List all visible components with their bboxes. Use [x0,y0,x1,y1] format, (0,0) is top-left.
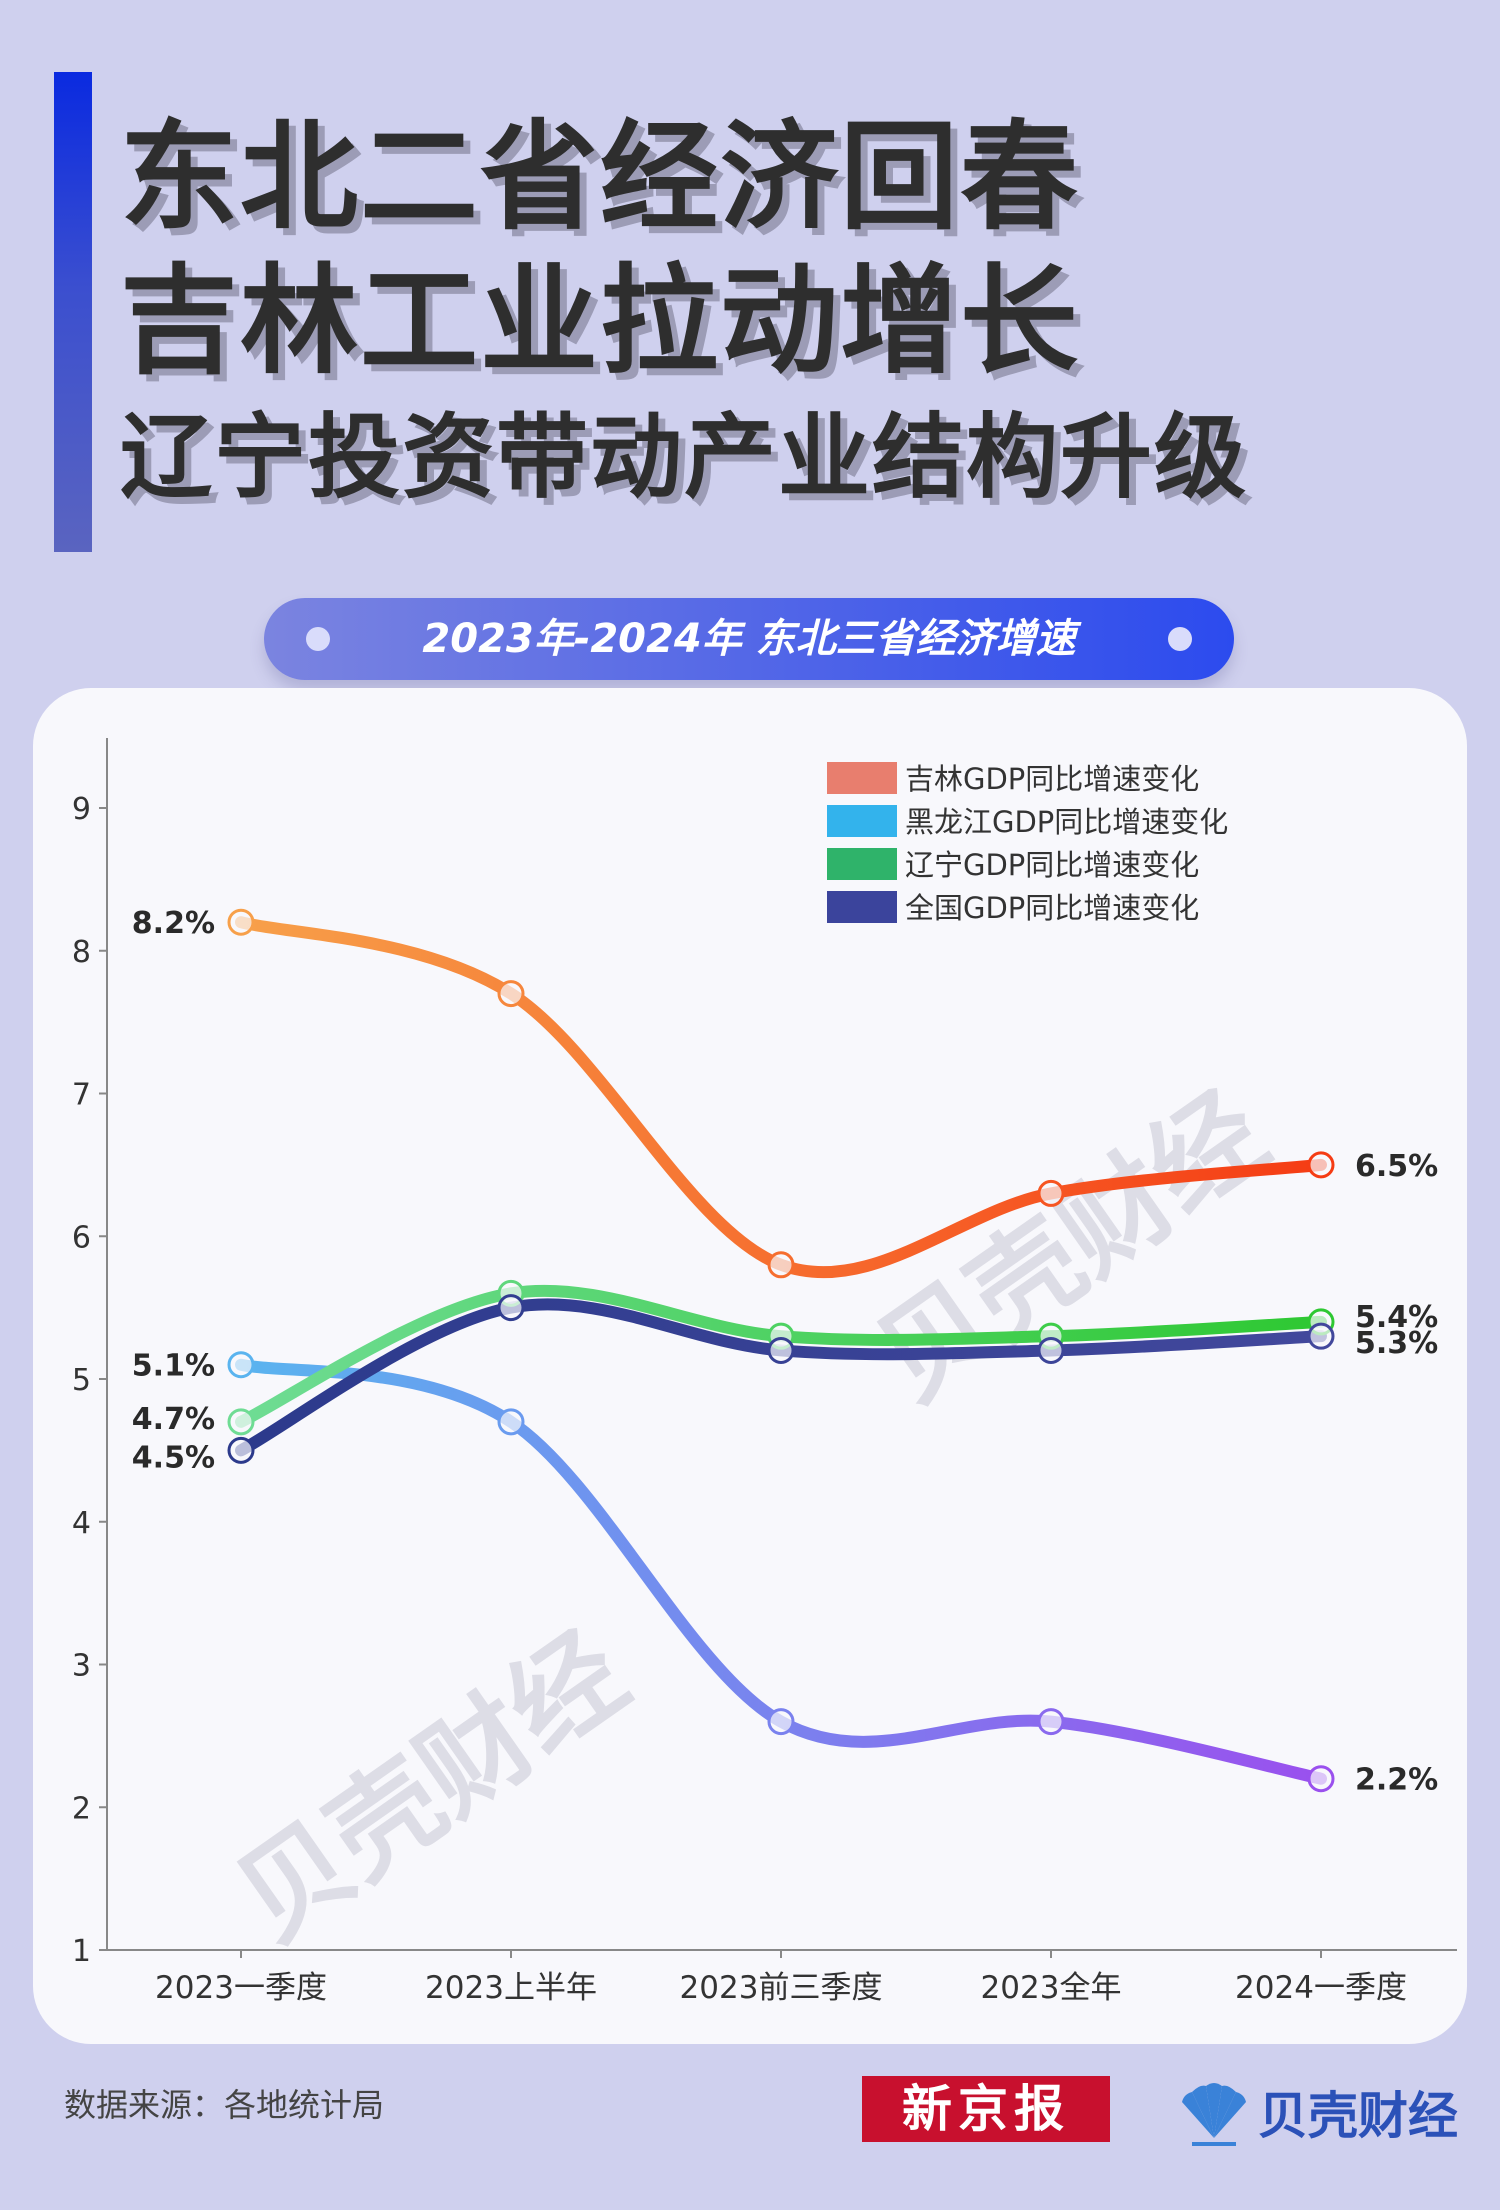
x-tick-label: 2023一季度 [155,1970,327,2006]
legend-swatch [827,848,897,880]
pill-dot-right [1168,627,1192,651]
data-point-marker [497,1294,525,1322]
chart-card: 贝壳财经 贝壳财经 1 2 3 4 5 6 7 8 9 2023一季度 2023上半年 2023前三季度… [33,688,1467,2044]
x-tick-label: 2023全年 [981,1970,1122,2006]
xinjingbao-logo: 新京报 [862,2076,1110,2142]
data-point-marker [767,1708,795,1736]
data-point-marker [1307,1765,1335,1793]
first-value-label: 4.5% [132,1440,215,1475]
data-point-marker [497,980,525,1008]
x-tick-label: 2023上半年 [425,1970,597,2006]
headline-line-1: 东北二省经济回春 [120,108,1081,246]
data-point-marker [497,1408,525,1436]
headline-line-3: 辽宁投资带动产业结构升级 [120,404,1249,511]
y-tick-label: 5 [72,1363,91,1398]
data-point-marker [1037,1336,1065,1364]
y-tick-label: 9 [72,792,91,827]
legend-label: 吉林GDP同比增速变化 [905,762,1199,796]
x-tick-label: 2023前三季度 [680,1970,883,2006]
data-point-marker [227,1436,255,1464]
y-tick-label: 2 [72,1791,91,1826]
data-point-marker [227,1351,255,1379]
title-accent-bar [54,72,92,552]
data-point-marker [767,1251,795,1279]
data-source-note: 数据来源：各地统计局 [64,2086,385,2124]
last-value-label: 2.2% [1355,1763,1438,1798]
y-tick-label: 4 [72,1506,91,1541]
y-tick-label: 3 [72,1649,91,1684]
series-line [235,1358,1327,1785]
legend-swatch [827,805,897,837]
y-tick-label: 7 [72,1078,91,1113]
last-value-label: 5.4% [1355,1300,1438,1335]
first-value-label: 8.2% [132,906,215,941]
first-value-label: 4.7% [132,1402,215,1437]
last-value-label: 6.5% [1355,1149,1438,1184]
chart-subtitle: 2023年-2024年 东北三省经济增速 [422,616,1076,662]
beike-caijing-wordmark: 贝壳财经 [1258,2087,1458,2145]
data-point-marker [1037,1708,1065,1736]
data-point-marker [227,1408,255,1436]
legend-label: 辽宁GDP同比增速变化 [905,848,1199,882]
data-point-marker [1307,1322,1335,1350]
shell-icon [1182,2083,1246,2146]
legend-label: 全国GDP同比增速变化 [905,891,1199,925]
beike-caijing-logo: 贝壳财经 [1174,2072,1474,2152]
watermark-text: 贝壳财经 [214,1607,648,1965]
legend-swatch [827,762,897,794]
legend-swatch [827,891,897,923]
legend-label: 黑龙江GDP同比增速变化 [905,805,1228,839]
data-point-marker [767,1336,795,1364]
y-tick-label: 1 [72,1934,91,1969]
data-point-marker [1307,1151,1335,1179]
data-point-marker [1037,1179,1065,1207]
chart-subtitle-pill: 2023年-2024年 东北三省经济增速 [264,598,1234,680]
y-tick-label: 8 [72,935,91,970]
first-value-label: 5.1% [132,1349,215,1384]
x-tick-label: 2024一季度 [1235,1970,1407,2006]
data-point-marker [227,908,255,936]
pill-dot-left [306,627,330,651]
headline-line-2: 吉林工业拉动增长 [120,252,1081,390]
y-tick-label: 6 [72,1220,91,1255]
last-value-label: 5.3% [1355,1326,1438,1361]
